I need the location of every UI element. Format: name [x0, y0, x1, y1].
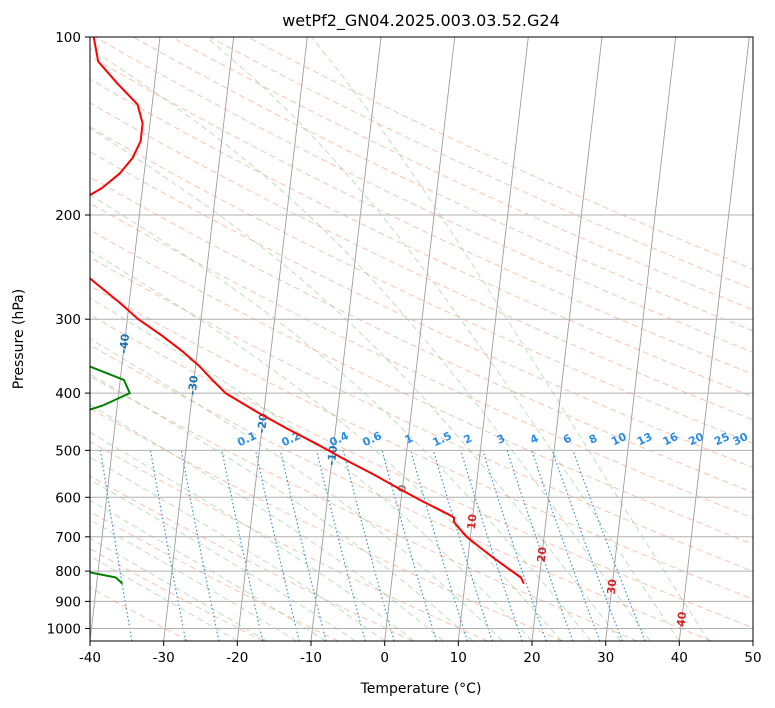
y-tick-label: 400 — [55, 386, 81, 402]
dry-adiabat — [90, 102, 753, 421]
mixing-ratio-label: 13 — [635, 430, 654, 448]
moist-adiabat — [90, 456, 385, 641]
x-tick-label: 50 — [744, 650, 761, 666]
mixing-ratio-line — [410, 450, 469, 641]
skewed-isotherm — [90, 37, 161, 641]
mixing-ratio-line — [531, 450, 601, 641]
mixing-ratio-line — [482, 450, 547, 641]
x-tick-label: -30 — [153, 650, 175, 666]
mixing-ratio-label: 25 — [712, 430, 731, 448]
y-tick-label: 600 — [55, 490, 81, 506]
moist-adiabat — [90, 47, 651, 641]
y-tick-label: 500 — [55, 443, 81, 459]
temperature-profile-line — [90, 37, 525, 585]
moist-adiabat — [205, 37, 680, 641]
dry-adiabat — [90, 511, 339, 641]
mixing-ratio-line — [279, 450, 327, 641]
dry-adiabat — [133, 37, 753, 332]
moist-adiabat — [311, 37, 710, 641]
isotherm-label: 30 — [605, 578, 620, 595]
x-tick-label: -10 — [300, 650, 322, 666]
mixing-ratio-line — [381, 450, 437, 641]
dry-adiabat — [209, 37, 753, 290]
y-tick-label: 300 — [55, 312, 81, 328]
mixing-ratio-line — [432, 450, 493, 641]
skewed-isotherm — [384, 37, 456, 641]
y-tick-label: 200 — [55, 208, 81, 224]
y-tick-label: 1000 — [47, 622, 81, 638]
skewed-isotherm — [531, 37, 603, 641]
mixing-ratio-line — [316, 450, 366, 641]
mixing-ratio-line — [255, 450, 300, 641]
dry-adiabat — [247, 37, 753, 270]
mixing-ratio-line — [506, 450, 574, 641]
dry-adiabat — [90, 314, 753, 629]
isotherm-label: -30 — [186, 374, 201, 396]
plot-area: -100-90-80-70-60-50-40-30-20-10010203040… — [90, 37, 753, 641]
x-tick-label: 0 — [380, 650, 389, 666]
dry-adiabat — [90, 407, 563, 641]
skewed-isotherm — [310, 37, 382, 641]
y-axis-label: Pressure (hPa) — [11, 289, 27, 389]
moist-adiabat — [90, 373, 474, 641]
dry-adiabat — [94, 37, 753, 353]
plot-frame — [89, 36, 754, 642]
y-tick-label: 800 — [55, 564, 81, 580]
mixing-ratio-label: 16 — [661, 430, 681, 448]
mixing-ratio-line — [551, 450, 623, 641]
mixing-ratio-line — [221, 450, 264, 641]
y-tick-label: 900 — [55, 594, 81, 610]
moist-adiabat — [90, 250, 562, 641]
grid-layer — [90, 37, 753, 641]
isotherm-label: 0 — [395, 484, 409, 493]
dry-adiabat — [90, 285, 753, 600]
moist-adiabat — [90, 431, 415, 641]
moist-adiabat — [90, 499, 326, 641]
moist-adiabat — [90, 194, 592, 641]
dry-adiabat — [171, 37, 753, 311]
mixing-ratio-line — [572, 450, 646, 641]
y-tick-label: 700 — [55, 530, 81, 546]
x-tick-label: 40 — [671, 650, 688, 666]
isotherm-label: 40 — [674, 611, 689, 628]
moist-adiabat — [90, 478, 356, 641]
x-axis-label: Temperature (°C) — [360, 681, 482, 697]
skewed-isotherm — [236, 37, 308, 641]
mixing-ratio-label: 20 — [687, 430, 707, 448]
isotherm-label: 20 — [535, 546, 550, 563]
skewed-isotherm — [163, 37, 235, 641]
mixing-ratio-label: 10 — [609, 430, 629, 448]
y-axis: 1000 900 800 700 600 500 400 300 200 100 — [47, 30, 90, 638]
dry-adiabat — [90, 440, 488, 641]
x-tick-label: 30 — [597, 650, 614, 666]
moist-adiabat — [90, 297, 533, 641]
x-tick-label: 10 — [450, 650, 467, 666]
x-tick-label: 20 — [523, 650, 540, 666]
mixing-ratio-line — [460, 450, 523, 641]
x-axis: -40 -30 -20 -10 0 10 20 30 40 50 — [79, 641, 762, 666]
isotherm-label: 10 — [465, 513, 480, 530]
moist-adiabat — [90, 127, 621, 641]
series-layer — [90, 37, 525, 585]
dry-adiabat — [90, 78, 753, 398]
isotherm-label: -40 — [117, 333, 132, 355]
chart-title: wetPf2_GN04.2025.003.03.52.G24 — [282, 11, 560, 31]
moist-adiabat — [90, 338, 503, 641]
x-tick-label: -20 — [226, 650, 248, 666]
y-tick-label: 100 — [55, 30, 81, 46]
dry-adiabat — [90, 126, 753, 445]
x-tick-label: -40 — [79, 650, 101, 666]
mixing-ratio-label: 30 — [731, 430, 751, 448]
skewed-isotherm — [678, 37, 750, 641]
skewed-isotherm — [605, 37, 677, 641]
dry-adiabat — [90, 55, 753, 375]
